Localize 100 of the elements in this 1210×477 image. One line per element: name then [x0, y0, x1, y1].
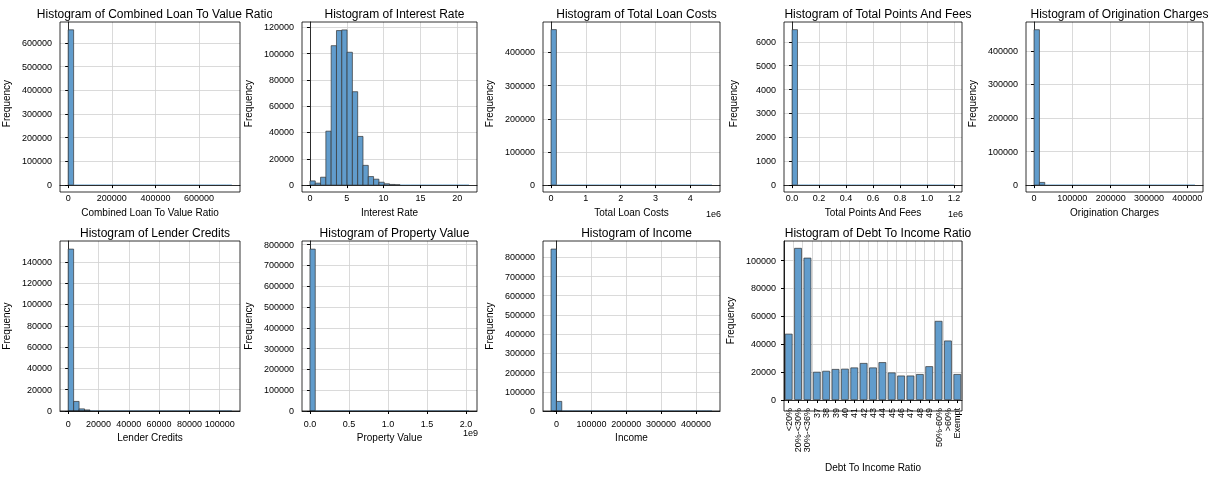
chart-title: Histogram of Total Points And Fees — [784, 7, 972, 21]
x-tick-label: 0.6 — [866, 192, 880, 203]
x-tick-label: 0.5 — [342, 418, 356, 429]
y-axis-title: Frequency — [242, 302, 254, 350]
x-tick-label: 60000 — [146, 418, 172, 429]
x-tick-label: 600000 — [184, 192, 215, 203]
chart-title: Histogram of Origination Charges — [1030, 7, 1209, 21]
x-axis-title: Origination Charges — [1070, 206, 1159, 218]
x-tick-label: 0 — [554, 418, 560, 429]
y-tick-label: 700000 — [263, 260, 294, 271]
x-tick-label: Exempt — [952, 407, 963, 439]
y-tick-label: 80000 — [26, 320, 52, 331]
y-tick-label: 400000 — [504, 47, 535, 58]
chart-title: Histogram of Combined Loan To Value Ratio — [36, 7, 274, 21]
x-tick-label: 50%-60% — [933, 408, 944, 448]
y-tick-label: 0 — [529, 180, 535, 191]
x-tick-label: 80000 — [176, 418, 202, 429]
y-tick-label: 4000 — [755, 84, 776, 95]
x-tick-label: 39 — [830, 408, 841, 419]
x-tick-label: 0.8 — [893, 192, 907, 203]
x-tick-label: 2.0 — [459, 418, 473, 429]
x-tick-label: 37 — [811, 408, 822, 419]
y-tick-label: 800000 — [263, 239, 294, 250]
x-tick-label: 1 — [583, 192, 589, 203]
y-tick-label: 0 — [288, 180, 294, 191]
x-tick-label: 4 — [687, 192, 693, 203]
x-tick-label: 400000 — [140, 192, 171, 203]
y-tick-label: 60000 — [26, 342, 52, 353]
x-axis-title: Property Value — [356, 432, 423, 444]
y-axis-title: Frequency — [483, 79, 495, 128]
y-tick-label: 200000 — [21, 132, 52, 143]
x-tick-label: 20%-<30% — [793, 408, 804, 453]
y-tick-label: 3000 — [755, 108, 776, 119]
x-tick-label: 0 — [548, 192, 554, 203]
y-tick-label: 40000 — [26, 363, 52, 374]
x-tick-label: 47 — [905, 408, 916, 419]
x-axis-title: Total Points And Fees — [824, 206, 922, 218]
x-tick-label: 1.2 — [947, 192, 961, 203]
y-tick-label: 100000 — [504, 386, 535, 397]
y-tick-label: 100000 — [21, 156, 52, 167]
x-tick-label: 100000 — [204, 418, 235, 429]
y-tick-label: 600000 — [21, 37, 52, 48]
x-tick-label: 200000 — [611, 418, 642, 429]
text: 1e9 — [463, 427, 479, 438]
y-tick-label: 100000 — [263, 385, 294, 396]
chart-title: Histogram of Interest Rate — [324, 7, 465, 21]
y-tick-label: 200000 — [504, 367, 535, 378]
x-axis-title: Income — [615, 432, 649, 444]
x-tick-label: 200000 — [96, 192, 127, 203]
chart-title: Histogram of Lender Credits — [79, 226, 231, 240]
x-axis-title: Lender Credits — [117, 432, 183, 444]
x-tick-label: 0 — [65, 418, 71, 429]
y-tick-label: 700000 — [504, 271, 535, 282]
x-tick-label: 0.0 — [785, 192, 799, 203]
x-tick-label: 300000 — [1133, 192, 1164, 203]
x-axis-title: Combined Loan To Value Ratio — [81, 206, 220, 218]
x-tick-label: 45 — [886, 408, 897, 419]
y-tick-label: 100000 — [987, 146, 1018, 157]
y-tick-label: 60000 — [750, 311, 776, 322]
x-tick-label: 20000 — [85, 418, 111, 429]
x-tick-label: 0 — [1031, 192, 1037, 203]
x-tick-label: 0.2 — [812, 192, 826, 203]
y-tick-label: 5000 — [755, 60, 776, 71]
y-tick-label: 300000 — [21, 108, 52, 119]
x-tick-label: 0 — [65, 192, 71, 203]
y-tick-label: 140000 — [21, 256, 52, 267]
y-tick-label: 20000 — [750, 367, 776, 378]
y-tick-label: 0 — [46, 180, 52, 191]
y-tick-label: 120000 — [21, 278, 52, 289]
x-tick-label: 10 — [378, 192, 389, 203]
x-axis-title: Interest Rate — [360, 206, 419, 218]
y-tick-label: 40000 — [268, 127, 294, 138]
x-tick-label: 100000 — [1057, 192, 1088, 203]
x-tick-label: 41 — [849, 408, 860, 419]
x-tick-label: 0 — [307, 192, 313, 203]
x-tick-label: 43 — [868, 408, 878, 419]
y-tick-label: 500000 — [21, 61, 52, 72]
y-tick-label: 300000 — [504, 80, 535, 91]
y-tick-label: 100000 — [263, 48, 294, 59]
y-tick-label: 100000 — [504, 146, 535, 157]
y-tick-label: 200000 — [504, 113, 535, 124]
x-tick-label: 400000 — [680, 418, 711, 429]
y-tick-label: 0 — [770, 395, 776, 405]
x-tick-label: 44 — [877, 408, 888, 419]
x-tick-label: 15 — [415, 192, 426, 203]
y-tick-label: 40000 — [750, 339, 776, 350]
chart-title: Histogram of Income — [581, 226, 693, 240]
x-tick-label: 48 — [914, 408, 925, 419]
y-axis-title: Frequency — [0, 79, 12, 128]
y-tick-label: 100000 — [745, 255, 776, 266]
x-tick-label: 0.4 — [839, 192, 853, 203]
y-axis-title: Frequency — [0, 302, 12, 350]
chart-title: Histogram of Total Loan Costs — [556, 7, 717, 21]
x-tick-label: 5 — [344, 192, 350, 203]
x-tick-label: <20% — [783, 408, 794, 432]
x-tick-label: 2 — [618, 192, 624, 203]
y-tick-label: 800000 — [504, 252, 535, 263]
chart-title: Histogram of Property Value — [319, 226, 470, 240]
y-tick-label: 6000 — [755, 36, 776, 47]
x-tick-label: 300000 — [646, 418, 677, 429]
